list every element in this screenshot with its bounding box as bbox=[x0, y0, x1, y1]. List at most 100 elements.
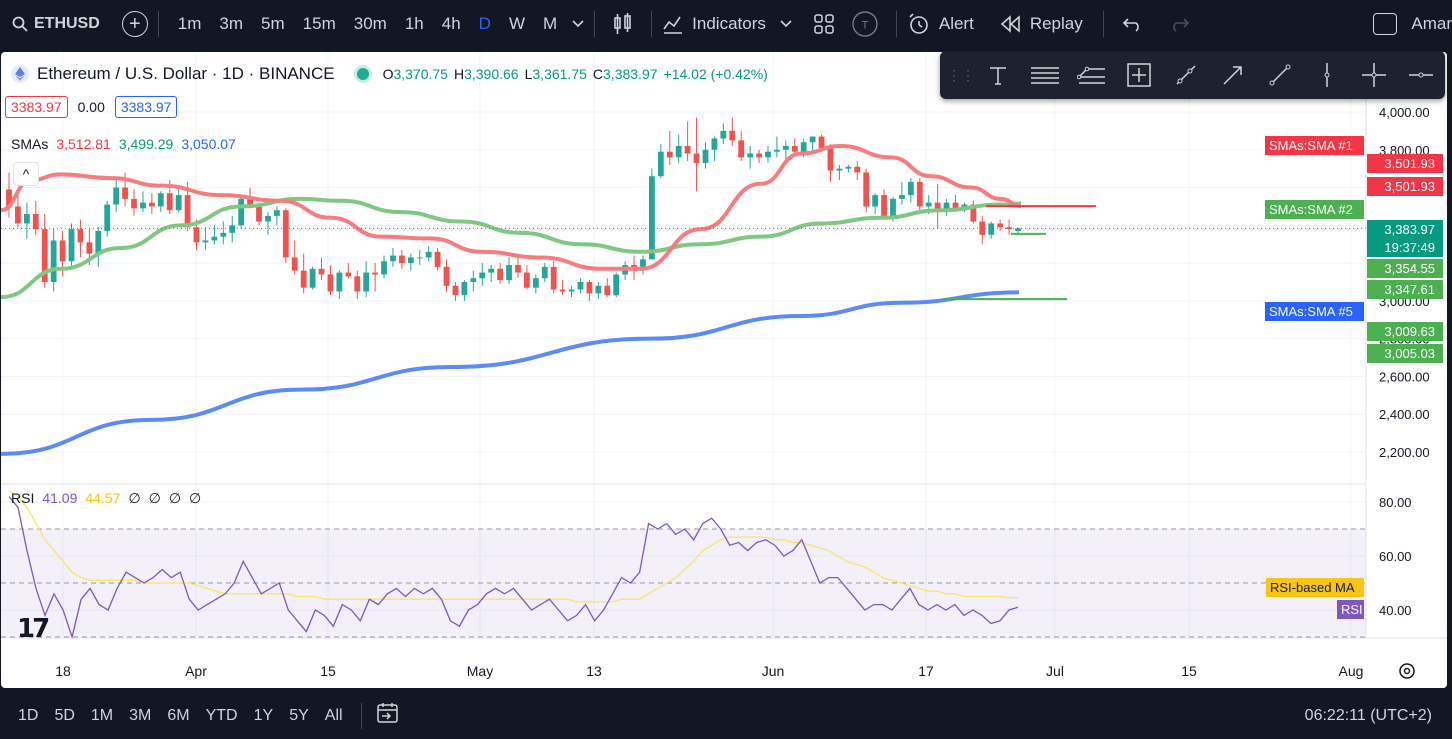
timeframe-d[interactable]: D bbox=[478, 14, 491, 33]
gear-ring bbox=[1399, 663, 1415, 679]
candle-body bbox=[336, 272, 343, 292]
range-ytd[interactable]: YTD bbox=[205, 706, 238, 724]
horizontal-line-icon[interactable] bbox=[1397, 55, 1444, 95]
timeframe-3m[interactable]: 3m bbox=[219, 14, 244, 33]
candle-body bbox=[443, 266, 450, 286]
price-tag: 3,383.97 bbox=[1367, 220, 1443, 239]
price-tick-label: 2,200.00 bbox=[1379, 445, 1430, 460]
candle-body bbox=[711, 138, 718, 150]
candle-body bbox=[791, 146, 798, 152]
time-tick-label: Jul bbox=[1046, 663, 1064, 679]
candle-body bbox=[470, 278, 477, 282]
tag-background bbox=[1266, 578, 1364, 597]
user-name[interactable]: Amar bbox=[1411, 14, 1452, 33]
timeframe-15m[interactable]: 15m bbox=[302, 14, 336, 33]
cross-line-icon[interactable] bbox=[1350, 55, 1397, 95]
candle-body bbox=[6, 189, 12, 207]
compare-symbol-button[interactable]: + bbox=[121, 11, 148, 37]
price-chart[interactable]: 4,000.003,800.003,600.003,400.003,200.00… bbox=[1, 52, 1447, 688]
candle-body bbox=[997, 223, 1004, 228]
candle-body bbox=[363, 272, 370, 292]
candle-body bbox=[95, 231, 102, 254]
text-tool-icon[interactable] bbox=[974, 55, 1021, 95]
tradingview-logo[interactable]: 17 bbox=[17, 614, 50, 644]
candle-body bbox=[461, 282, 468, 296]
candle-body bbox=[175, 195, 182, 211]
tag-text: 3,354.55 bbox=[1384, 261, 1435, 276]
range-1d[interactable]: 1D bbox=[18, 706, 39, 724]
range-6m[interactable]: 6M bbox=[167, 706, 190, 724]
candle-body bbox=[32, 214, 39, 230]
candle-body bbox=[943, 202, 950, 211]
horizontal-lines-icon[interactable] bbox=[1021, 55, 1068, 95]
candle-body bbox=[265, 215, 271, 222]
layouts-button[interactable] bbox=[814, 0, 834, 48]
sma-legend[interactable]: SMAs 3,512.81 3,499.29 3,050.07 bbox=[11, 136, 236, 152]
sma5-value: 3,050.07 bbox=[181, 136, 236, 152]
price-tag: 3,005.03 bbox=[1367, 344, 1443, 363]
open-label: O bbox=[382, 66, 394, 82]
symbol-label: ETHUSD bbox=[34, 15, 100, 32]
buy-price-button[interactable]: 3383.97 bbox=[114, 96, 178, 118]
vertical-line-icon[interactable] bbox=[1303, 55, 1350, 95]
alert-button[interactable]: Alert bbox=[907, 0, 974, 48]
range-5y[interactable]: 5Y bbox=[289, 706, 309, 724]
rsi-legend[interactable]: RSI 41.09 44.57 ∅ ∅ ∅ ∅ bbox=[11, 490, 201, 507]
divider bbox=[157, 11, 159, 37]
tag-text: 3,383.97 bbox=[1384, 222, 1435, 237]
range-3m[interactable]: 3M bbox=[129, 706, 152, 724]
timeframe-1m[interactable]: 1m bbox=[177, 14, 202, 33]
templates-button[interactable]: T bbox=[852, 0, 878, 48]
candle-body bbox=[506, 265, 512, 281]
arrow-icon[interactable] bbox=[1209, 55, 1256, 95]
timeframe-dropdown-button[interactable] bbox=[572, 0, 584, 48]
pitchfork-icon[interactable] bbox=[1068, 55, 1115, 95]
search-icon bbox=[12, 16, 28, 32]
range-1m[interactable]: 1M bbox=[90, 706, 114, 724]
candle-body bbox=[202, 240, 209, 243]
candle-body bbox=[381, 261, 387, 275]
timeframe-m[interactable]: M bbox=[542, 14, 558, 33]
candle-body bbox=[354, 276, 361, 292]
chart-type-button[interactable] bbox=[613, 0, 633, 48]
drag-handle-icon[interactable]: ⋮⋮ bbox=[947, 66, 975, 83]
candle-body bbox=[613, 274, 620, 296]
chart-panel[interactable]: 4,000.003,800.003,600.003,400.003,200.00… bbox=[1, 52, 1447, 688]
timeframe-1h[interactable]: 1h bbox=[404, 14, 424, 33]
replay-button[interactable]: Replay bbox=[1000, 0, 1083, 48]
collapse-legend-button[interactable]: ^ bbox=[13, 162, 39, 186]
timeframe-5m[interactable]: 5m bbox=[261, 14, 285, 33]
tag-text: SMAs:SMA #2 bbox=[1269, 202, 1353, 217]
ray-icon[interactable] bbox=[1162, 55, 1209, 95]
fullscreen-icon[interactable] bbox=[1373, 13, 1398, 35]
candle-body bbox=[23, 214, 30, 224]
symbol-search-button[interactable]: ETHUSD bbox=[12, 0, 100, 48]
clock-timezone[interactable]: 06:22:11 (UTC+2) bbox=[1304, 706, 1432, 724]
timeframe-30m[interactable]: 30m bbox=[353, 14, 387, 33]
price-tag: 19:37:49 bbox=[1367, 238, 1443, 257]
timeframe-w[interactable]: W bbox=[508, 14, 525, 33]
range-all[interactable]: All bbox=[324, 706, 343, 724]
candle-body bbox=[131, 198, 137, 209]
measure-icon[interactable] bbox=[1115, 55, 1162, 95]
undo-button[interactable] bbox=[1122, 0, 1144, 48]
range-1y[interactable]: 1Y bbox=[253, 706, 274, 724]
trend-line-icon[interactable] bbox=[1256, 55, 1303, 95]
range-5d[interactable]: 5D bbox=[54, 706, 75, 724]
symbol-title[interactable]: Ethereum / U.S. Dollar · 1D · BINANCE bbox=[37, 64, 335, 83]
rsi-ma-line bbox=[8, 490, 1018, 603]
candle-body bbox=[577, 282, 584, 290]
sma1-value: 3,512.81 bbox=[56, 136, 111, 152]
indicators-button[interactable]: Indicators bbox=[662, 0, 792, 48]
candle-body bbox=[890, 198, 896, 216]
rsi-empty-value: ∅ bbox=[148, 490, 161, 506]
go-to-date-button[interactable] bbox=[376, 702, 400, 729]
candle-body bbox=[649, 176, 655, 260]
rsi-empty-value: ∅ bbox=[189, 490, 202, 506]
timeframe-4h[interactable]: 4h bbox=[441, 14, 461, 33]
candle-body bbox=[407, 257, 414, 264]
sell-price-button[interactable]: 3383.97 bbox=[5, 96, 68, 118]
time-tick-label: 17 bbox=[918, 663, 934, 679]
rewind-icon bbox=[1000, 15, 1020, 33]
redo-button[interactable] bbox=[1168, 0, 1190, 48]
